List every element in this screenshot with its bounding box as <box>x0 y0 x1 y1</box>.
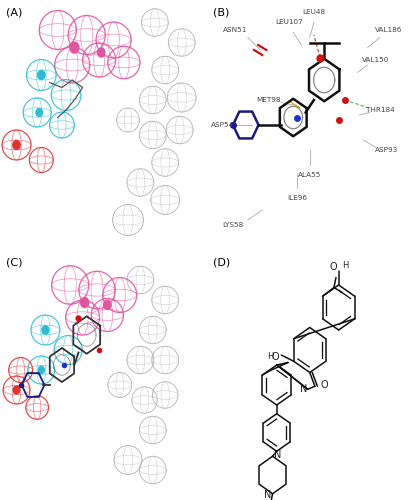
Text: H: H <box>267 352 273 361</box>
Text: O: O <box>330 262 337 272</box>
Text: LYS58: LYS58 <box>223 222 244 228</box>
Text: H: H <box>342 261 348 270</box>
Text: ILE96: ILE96 <box>287 194 307 200</box>
Text: ASP54: ASP54 <box>211 122 235 128</box>
Circle shape <box>81 298 89 308</box>
Circle shape <box>13 386 20 394</box>
Text: LEU48: LEU48 <box>302 10 325 16</box>
Circle shape <box>38 366 45 374</box>
Text: (A): (A) <box>6 8 23 18</box>
Text: VAL186: VAL186 <box>375 27 402 33</box>
Circle shape <box>97 48 105 57</box>
Circle shape <box>70 42 79 53</box>
Circle shape <box>104 300 111 310</box>
Text: LEU107: LEU107 <box>275 20 303 26</box>
Text: THR184: THR184 <box>366 107 394 113</box>
Text: MET98: MET98 <box>256 97 281 103</box>
Text: (C): (C) <box>6 258 23 268</box>
Text: O: O <box>272 352 279 362</box>
Text: N: N <box>274 450 281 460</box>
Text: O: O <box>321 380 328 390</box>
Text: ALA55: ALA55 <box>298 172 321 178</box>
Text: ASN51: ASN51 <box>223 27 248 33</box>
Text: N: N <box>264 490 271 500</box>
Text: VAL150: VAL150 <box>362 57 389 63</box>
Text: N: N <box>300 384 308 394</box>
Circle shape <box>36 108 43 116</box>
Circle shape <box>42 326 49 334</box>
Text: ASP93: ASP93 <box>375 147 398 153</box>
Text: (D): (D) <box>213 258 230 268</box>
Text: (B): (B) <box>213 8 229 18</box>
Circle shape <box>38 70 45 80</box>
Circle shape <box>13 140 20 149</box>
